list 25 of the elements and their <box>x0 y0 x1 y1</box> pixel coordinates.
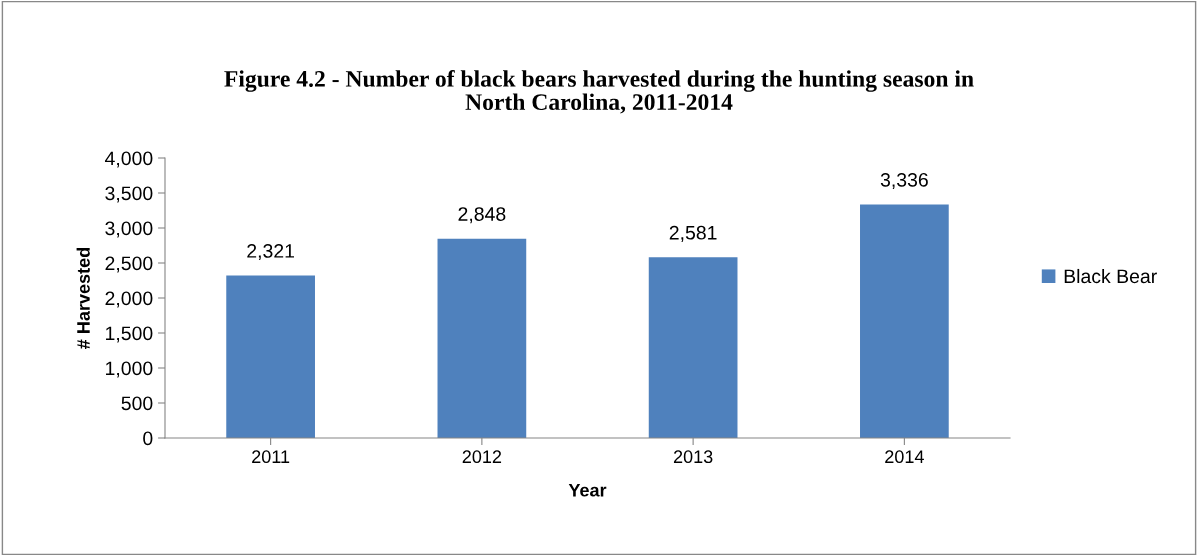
x-tick-label: 2014 <box>885 450 924 464</box>
x-axis-title: Year <box>568 483 607 497</box>
y-tick-label: 3,500 <box>105 186 153 203</box>
bar <box>860 204 949 438</box>
y-tick-label: 4,000 <box>104 151 153 168</box>
y-tick-label: 2,500 <box>105 256 153 273</box>
bar <box>648 257 738 438</box>
data-label: 2,848 <box>458 207 506 224</box>
x-tick-label: 2011 <box>252 450 290 464</box>
y-tick-label: 1,000 <box>106 361 153 378</box>
chart-title: Figure 4.2 - Number of black bears harvested during the hunting season in North Carolina, 2011-2014 <box>224 70 974 114</box>
y-axis-title: # Harvested <box>76 248 90 349</box>
y-tick-label: 2,000 <box>105 291 153 308</box>
y-tick-label: 0 <box>143 431 153 446</box>
x-tick-label: 2012 <box>462 450 502 464</box>
bar <box>226 275 315 438</box>
y-tick-label: 3,000 <box>105 221 153 238</box>
data-label: 2,581 <box>669 225 717 242</box>
legend-label: Black Bear <box>1064 268 1157 284</box>
data-label: 3,336 <box>880 172 928 190</box>
bar <box>437 238 527 438</box>
y-tick-label: 1,500 <box>106 326 153 343</box>
x-tick-label: 2013 <box>673 450 713 464</box>
data-label: 2,321 <box>247 244 295 261</box>
y-tick-label: 500 <box>121 396 153 411</box>
